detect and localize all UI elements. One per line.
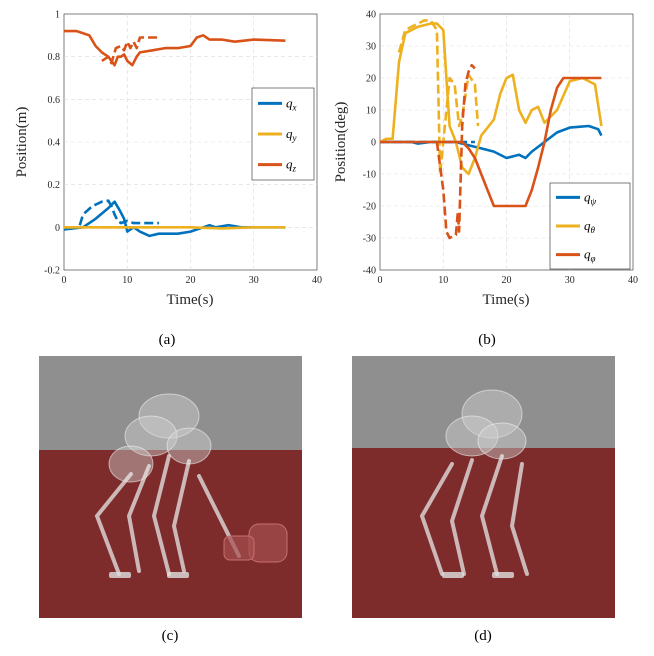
x-tick-label: 30 [249,275,259,286]
y-tick-label: -0.2 [44,266,60,277]
caption-b: (b) [478,332,496,348]
legend-a: qx qy qz [251,87,315,181]
caption-d: (d) [474,628,492,644]
series-line-q_z [64,29,286,67]
y-tick-label: 0.2 [48,180,61,191]
robot-scene-image-c [39,356,302,618]
y-tick-label: 1 [55,10,60,21]
y-tick-label: 0.8 [48,52,61,63]
x-tick-label: 0 [62,275,67,286]
y-tick-label: 0.4 [48,138,61,149]
y-axis-label-a: Position(m) [14,107,30,178]
robot-composite-d [352,356,615,618]
caption-a: (a) [158,332,176,348]
series-line-q_x [63,200,286,238]
x-tick-label: 20 [186,275,196,286]
y-tick-label: 0 [55,223,60,234]
x-axis-label-a: Time(s) [167,292,214,308]
legend-label: qy [286,126,297,143]
y-tick-label: 0.6 [48,95,61,106]
legend-label: qx [286,95,297,112]
legend-label: qz [286,157,297,174]
robot-composite-c [39,356,302,618]
caption-c: (c) [161,628,179,644]
series-line-dashed-q_x [78,199,159,226]
series-line-dashed-q_z [101,36,159,65]
x-tick-label: 40 [312,275,322,286]
robot-scene-image-d [352,356,615,618]
series-line-q_y [64,226,286,230]
series-a [63,29,286,238]
ticks-a: 0 10 20 30 40-0.200.20.40.60.81 [44,10,322,287]
x-tick-label: 10 [122,275,132,286]
